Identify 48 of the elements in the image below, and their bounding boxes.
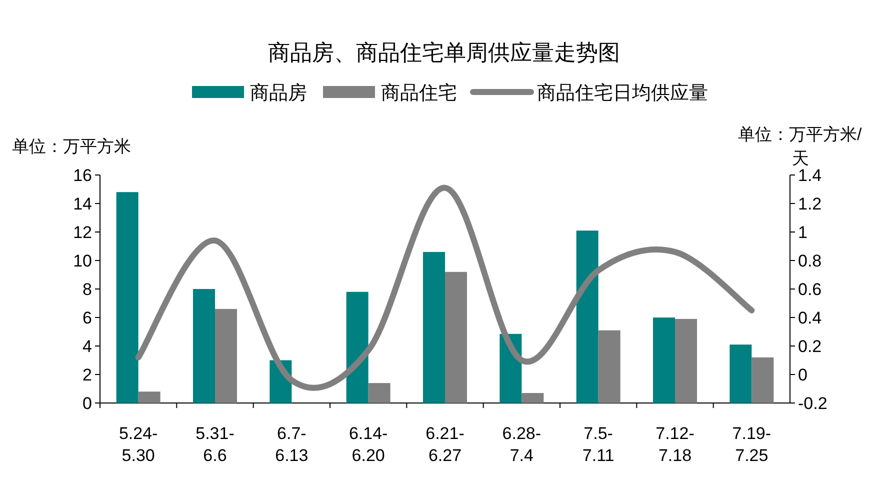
bar: [193, 289, 215, 403]
x-tick-label: 6.14- 6.20: [348, 424, 388, 465]
bar: [445, 272, 467, 403]
chart-title: 商品房、商品住宅单周供应量走势图: [268, 40, 620, 65]
bar: [138, 392, 160, 403]
y-tick-label: 16: [73, 166, 92, 185]
y2-tick-label: 1.4: [798, 166, 822, 185]
y-tick-label: 12: [73, 223, 92, 242]
y-tick-label: 6: [82, 308, 92, 328]
bar: [653, 318, 675, 403]
x-tick-label: 7.19- 7.25: [732, 424, 772, 465]
bar: [675, 318, 697, 403]
bar: [730, 344, 752, 403]
y2-tick-label: 0.4: [798, 308, 822, 328]
legend-label: 商品住宅: [381, 82, 457, 104]
y2-tick-label: -0.2: [798, 394, 828, 413]
y2-axis-title: 单位：万平方米/天: [738, 125, 862, 168]
bar: [598, 330, 620, 403]
y2-tick-label: 0.6: [798, 280, 822, 299]
y2-tick-label: 0: [798, 366, 808, 384]
y-tick-label: 14: [73, 194, 92, 214]
bar: [346, 292, 368, 403]
y-tick-label: 8: [82, 280, 92, 299]
bar: [522, 393, 544, 403]
y-axis-title: 单位：万平方米: [12, 137, 131, 156]
legend-label: 商品房: [250, 82, 307, 104]
x-tick-label: 6.21- 6.27: [426, 424, 464, 465]
y2-tick-label: 1.2: [798, 194, 822, 214]
bar: [116, 192, 138, 403]
y-tick-label: 10: [73, 252, 92, 270]
bar: [215, 308, 237, 403]
y-tick-label: 2: [82, 366, 92, 384]
x-tick-label: 7.12- 7.18: [656, 424, 694, 465]
y-tick-label: 4: [82, 337, 92, 356]
legend-label: 商品住宅日均供应量: [537, 82, 708, 104]
x-tick-label: 5.24- 5.30: [118, 424, 158, 465]
y2-tick-label: 0.8: [798, 252, 822, 270]
bar: [368, 383, 390, 403]
bar: [752, 357, 774, 403]
bar: [576, 230, 598, 403]
y-tick-label: 0: [82, 394, 92, 413]
bar: [423, 252, 445, 403]
x-tick-label: 7.5- 7.11: [582, 424, 614, 465]
y2-tick-label: 0.2: [798, 337, 822, 356]
x-tick-label: 6.7- 6.13: [275, 424, 308, 465]
y2-tick-label: 1: [798, 223, 808, 242]
x-tick-label: 5.31- 6.6: [196, 424, 234, 465]
x-tick-label: 6.28- 7.4: [502, 424, 542, 465]
